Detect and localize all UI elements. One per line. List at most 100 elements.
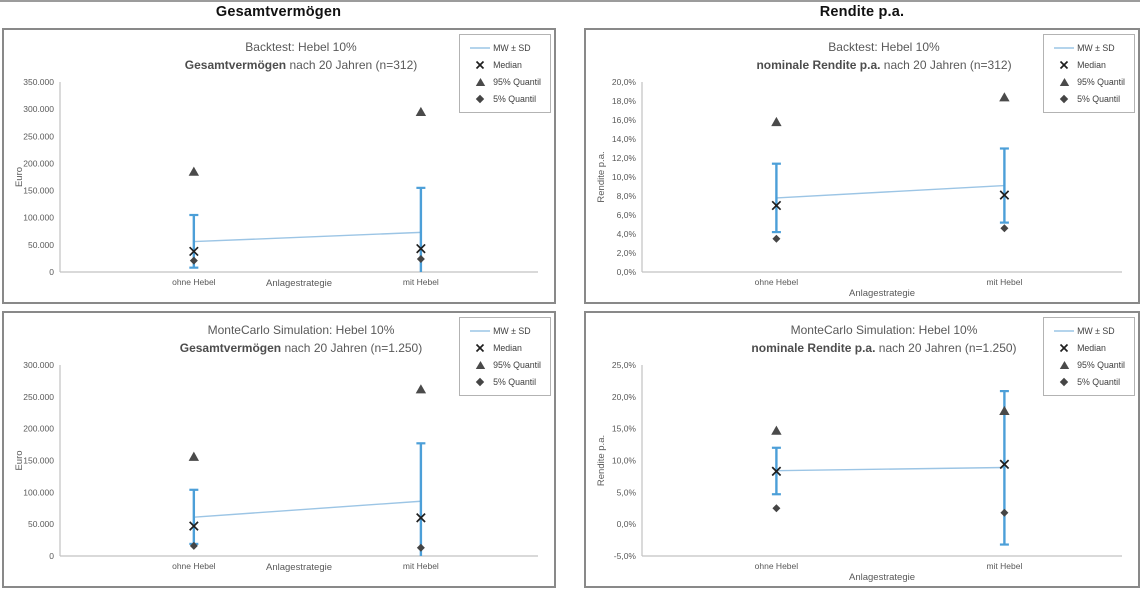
triangle-icon [1051, 77, 1077, 87]
svg-text:-5,0%: -5,0% [614, 551, 637, 561]
svg-text:100.000: 100.000 [23, 487, 54, 497]
svg-text:50.000: 50.000 [28, 519, 54, 529]
diamond-icon [467, 377, 493, 387]
svg-text:150.000: 150.000 [23, 186, 54, 196]
diamond-icon [1051, 94, 1077, 104]
svg-text:12,0%: 12,0% [612, 153, 637, 163]
svg-text:Rendite p.a.: Rendite p.a. [596, 151, 607, 202]
chart-title-line1: Backtest: Hebel 10% [245, 40, 357, 54]
legend-item-q5: 5% Quantil [1051, 90, 1125, 107]
median-x-icon [467, 60, 493, 70]
mw-sd-line-icon [467, 45, 493, 51]
chart-title-bold: Gesamtvermögen [179, 341, 282, 355]
legend-label: MW ± SD [493, 42, 531, 53]
svg-text:Anlagestrategie: Anlagestrategie [266, 562, 332, 573]
column-header-rendite: Rendite p.a. [819, 4, 905, 20]
legend-item-q95: 95% Quantil [1051, 356, 1125, 373]
legend-item-median: Median [1051, 56, 1125, 73]
svg-text:8,0%: 8,0% [617, 191, 637, 201]
svg-text:250.000: 250.000 [23, 131, 54, 141]
svg-text:350.000: 350.000 [23, 77, 54, 87]
chart-panel-montecarlo-gesamtvermoegen: MonteCarlo Simulation: Hebel 10% Gesamtv… [2, 311, 556, 588]
svg-text:mit Hebel: mit Hebel [986, 277, 1022, 287]
legend-item-q95: 95% Quantil [467, 73, 541, 90]
chart-title-line1: MonteCarlo Simulation: Hebel 10% [207, 323, 395, 337]
svg-text:100.000: 100.000 [23, 213, 54, 223]
svg-text:18,0%: 18,0% [612, 96, 637, 106]
legend-label: 95% Quantil [1077, 359, 1125, 370]
svg-text:4,0%: 4,0% [617, 229, 637, 239]
legend-label: 5% Quantil [1077, 93, 1121, 104]
svg-text:2,0%: 2,0% [617, 248, 637, 258]
svg-text:mit Hebel: mit Hebel [403, 561, 439, 571]
chart-panel-backtest-gesamtvermoegen: Backtest: Hebel 10% Gesamtvermögen nach … [2, 28, 556, 304]
legend-item-q5: 5% Quantil [467, 373, 541, 390]
chart-title-bold: Gesamtvermögen [184, 58, 287, 72]
chart-legend: MW ± SD Median 95% Quantil 5% Quantil [1043, 34, 1135, 113]
chart-panel-montecarlo-rendite: MonteCarlo Simulation: Hebel 10% nominal… [584, 311, 1140, 588]
svg-text:6,0%: 6,0% [617, 210, 637, 220]
mw-sd-line-icon [1051, 45, 1077, 51]
legend-item-median: Median [467, 339, 541, 356]
chart-title-line2: Gesamtvermögen nach 20 Jahren (n=1.250) [56, 339, 546, 357]
svg-text:15,0%: 15,0% [612, 424, 637, 434]
chart-legend: MW ± SD Median 95% Quantil 5% Quantil [1043, 317, 1135, 396]
legend-item-median: Median [1051, 339, 1125, 356]
svg-text:50.000: 50.000 [28, 240, 54, 250]
legend-item-q5: 5% Quantil [467, 90, 541, 107]
svg-text:Rendite p.a.: Rendite p.a. [596, 435, 607, 486]
legend-label: Median [1077, 342, 1106, 353]
svg-text:20,0%: 20,0% [612, 77, 637, 87]
column-header-gesamtvermoegen: Gesamtvermögen [215, 4, 342, 20]
triangle-icon [467, 77, 493, 87]
mw-sd-line-icon [467, 328, 493, 334]
svg-text:mit Hebel: mit Hebel [986, 561, 1022, 571]
chart-title: Backtest: Hebel 10% Gesamtvermögen nach … [4, 38, 554, 74]
top-divider [0, 0, 1140, 2]
median-x-icon [1051, 60, 1077, 70]
legend-label: 5% Quantil [493, 376, 537, 387]
svg-text:0,0%: 0,0% [617, 267, 637, 277]
svg-text:Euro: Euro [14, 167, 25, 187]
svg-text:0: 0 [49, 267, 54, 277]
chart-plot: 0 50.000 100.000 150.000 200.000 250.000 300.0… [14, 360, 538, 573]
legend-item-q5: 5% Quantil [1051, 373, 1125, 390]
chart-title-line2: nominale Rendite p.a. nach 20 Jahren (n=… [638, 339, 1130, 357]
svg-text:Euro: Euro [14, 450, 25, 470]
chart-title-line2: Gesamtvermögen nach 20 Jahren (n=312) [56, 56, 546, 74]
chart-plot: -5,0% 0,0% 5,0% 10,0% 15,0% 20,0% 25,0% ohne He… [596, 360, 1122, 582]
median-x-icon [467, 343, 493, 353]
chart-title-line1: MonteCarlo Simulation: Hebel 10% [790, 323, 978, 337]
svg-text:0: 0 [49, 551, 54, 561]
chart-legend: MW ± SD Median 95% Quantil 5% Quantil [459, 34, 551, 113]
legend-label: 95% Quantil [1077, 76, 1125, 87]
svg-text:Anlagestrategie: Anlagestrategie [849, 572, 915, 582]
legend-label: MW ± SD [493, 325, 531, 336]
legend-item-median: Median [467, 56, 541, 73]
legend-item-mw-sd: MW ± SD [1051, 322, 1125, 339]
legend-label: 5% Quantil [493, 93, 537, 104]
legend-label: MW ± SD [1077, 325, 1115, 336]
chart-title-bold: nominale Rendite p.a. [751, 341, 876, 355]
median-x-icon [1051, 343, 1077, 353]
legend-label: Median [493, 342, 522, 353]
chart-title-rest: nach 20 Jahren (n=312) [286, 58, 418, 72]
svg-text:14,0%: 14,0% [612, 134, 637, 144]
svg-text:300.000: 300.000 [23, 360, 54, 370]
chart-plot: 0,0% 2,0% 4,0% 6,0% 8,0% 10,0% 12,0% 14,0% 16,0%… [596, 77, 1122, 298]
svg-text:20,0%: 20,0% [612, 392, 637, 402]
svg-text:10,0%: 10,0% [612, 456, 637, 466]
svg-text:10,0%: 10,0% [612, 172, 637, 182]
chart-title-rest: nach 20 Jahren (n=1.250) [281, 341, 423, 355]
chart-title: MonteCarlo Simulation: Hebel 10% nominal… [586, 321, 1138, 357]
legend-item-mw-sd: MW ± SD [467, 39, 541, 56]
svg-text:0,0%: 0,0% [617, 519, 637, 529]
legend-item-q95: 95% Quantil [467, 356, 541, 373]
svg-text:200.000: 200.000 [23, 424, 54, 434]
chart-legend: MW ± SD Median 95% Quantil 5% Quantil [459, 317, 551, 396]
chart-title: Backtest: Hebel 10% nominale Rendite p.a… [586, 38, 1138, 74]
legend-label: MW ± SD [1077, 42, 1115, 53]
svg-text:200.000: 200.000 [23, 158, 54, 168]
legend-item-mw-sd: MW ± SD [467, 322, 541, 339]
